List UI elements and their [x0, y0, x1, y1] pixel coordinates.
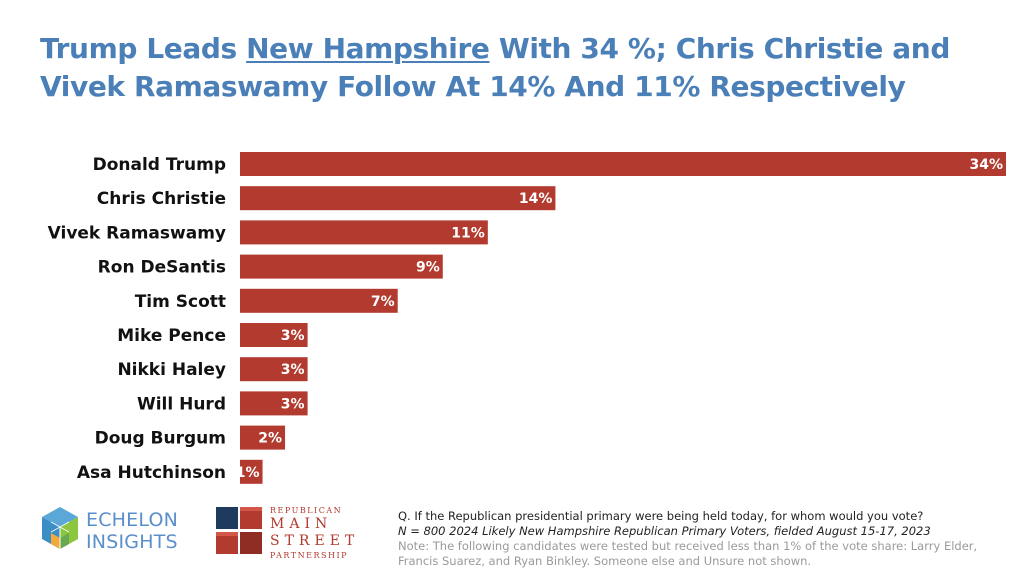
- category-label: Doug Burgum: [95, 429, 226, 449]
- bar: [240, 186, 556, 211]
- bar: [240, 425, 286, 450]
- echelon-insights-logo: ECHELON INSIGHTS: [38, 505, 198, 561]
- footnote-note: Note: The following candidates were test…: [398, 539, 978, 568]
- bar: [240, 357, 308, 382]
- value-label: 2%: [258, 431, 282, 447]
- category-label: Vivek Ramaswamy: [48, 223, 226, 243]
- category-label: Will Hurd: [137, 394, 226, 414]
- rms-line-4: PARTNERSHIP: [270, 551, 349, 560]
- footnote-sample: N = 800 2024 Likely New Hampshire Republ…: [398, 524, 931, 538]
- value-label: 11%: [451, 225, 485, 241]
- bar: [240, 254, 443, 279]
- bar: [240, 288, 398, 313]
- category-label: Tim Scott: [135, 292, 226, 312]
- echelon-line-2: INSIGHTS: [86, 531, 178, 553]
- category-label: Asa Hutchinson: [77, 463, 226, 483]
- bar: [240, 152, 1006, 176]
- bar: [240, 459, 263, 484]
- title-underlined: New Hampshire: [246, 32, 490, 65]
- bar-chart: Donald Trump 34% Chris Christie 14% Vivek Ra…: [48, 152, 1006, 484]
- echelon-cube-icon: [42, 507, 78, 549]
- value-label: 3%: [281, 362, 305, 378]
- value-label: 7%: [371, 294, 395, 310]
- value-label: 14%: [519, 191, 553, 207]
- title-part-2: With 34 %; Chris Christie and Vivek Rama…: [40, 32, 950, 103]
- category-label: Ron DeSantis: [98, 258, 226, 278]
- rms-line-3: STREET: [270, 533, 360, 549]
- category-label: Donald Trump: [93, 155, 226, 175]
- rms-blocks-icon: [216, 507, 262, 554]
- category-label: Chris Christie: [97, 189, 226, 209]
- echelon-line-1: ECHELON: [86, 509, 179, 531]
- bar: [240, 220, 488, 245]
- value-label: 34%: [969, 157, 1003, 173]
- title-part-1: Trump Leads: [40, 32, 247, 65]
- republican-main-street-logo: REPUBLICAN MAIN STREET PARTNERSHIP: [214, 505, 384, 565]
- bar: [240, 391, 308, 416]
- rms-line-1: REPUBLICAN: [270, 506, 343, 515]
- chart-title: Trump Leads New Hampshire With 34 %; Chr…: [40, 30, 1000, 106]
- footnotes: Q. If the Republican presidential primar…: [398, 509, 1018, 569]
- rms-line-2: MAIN: [270, 516, 333, 532]
- value-label: 3%: [281, 328, 305, 344]
- value-label: 9%: [416, 260, 440, 276]
- footnote-question: Q. If the Republican presidential primar…: [398, 509, 924, 523]
- value-label: 3%: [281, 396, 305, 412]
- bar: [240, 323, 308, 347]
- category-label: Mike Pence: [117, 326, 226, 346]
- category-label: Nikki Haley: [117, 360, 226, 380]
- value-label: 1%: [236, 465, 260, 481]
